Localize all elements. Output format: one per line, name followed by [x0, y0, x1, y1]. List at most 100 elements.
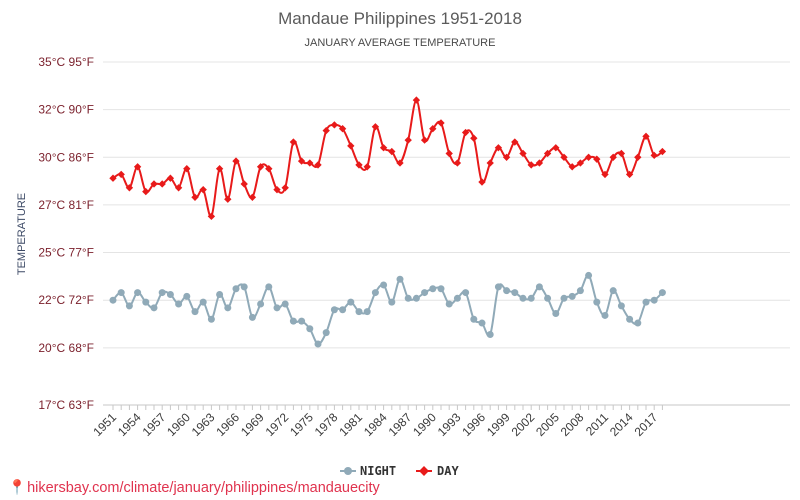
data-point-night[interactable]	[404, 294, 412, 302]
data-point-day[interactable]	[158, 180, 166, 188]
data-point-day[interactable]	[240, 180, 248, 188]
data-point-day[interactable]	[576, 159, 585, 167]
data-point-day[interactable]	[371, 123, 380, 131]
data-point-night[interactable]	[585, 271, 593, 279]
data-point-day[interactable]	[191, 193, 199, 201]
data-point-night[interactable]	[535, 283, 543, 291]
data-point-day[interactable]	[322, 126, 330, 135]
data-point-night[interactable]	[462, 289, 470, 297]
data-point-day[interactable]	[420, 136, 429, 144]
data-point-day[interactable]	[133, 163, 142, 171]
data-point-night[interactable]	[527, 294, 535, 302]
data-point-night[interactable]	[191, 308, 199, 316]
data-point-night[interactable]	[396, 275, 404, 283]
data-point-night[interactable]	[265, 283, 273, 291]
data-point-night[interactable]	[224, 304, 232, 312]
data-point-night[interactable]	[117, 289, 125, 297]
data-point-night[interactable]	[257, 300, 265, 308]
data-point-day[interactable]	[601, 170, 609, 179]
data-point-night[interactable]	[363, 308, 371, 316]
data-point-night[interactable]	[306, 325, 314, 333]
data-point-night[interactable]	[240, 283, 248, 291]
data-point-day[interactable]	[117, 170, 125, 179]
data-point-night[interactable]	[634, 319, 642, 327]
data-point-day[interactable]	[453, 159, 462, 167]
data-point-day[interactable]	[281, 184, 289, 192]
data-point-day[interactable]	[634, 153, 642, 161]
data-point-day[interactable]	[396, 159, 404, 167]
data-point-day[interactable]	[437, 119, 445, 127]
data-point-night[interactable]	[445, 300, 453, 308]
data-point-day[interactable]	[445, 149, 453, 158]
data-point-day[interactable]	[363, 163, 371, 171]
data-point-night[interactable]	[486, 330, 494, 338]
data-point-night[interactable]	[166, 290, 174, 298]
data-point-day[interactable]	[289, 138, 298, 146]
data-point-night[interactable]	[609, 287, 617, 295]
data-point-day[interactable]	[224, 195, 232, 203]
data-point-night[interactable]	[544, 294, 552, 302]
data-point-day[interactable]	[273, 185, 281, 194]
data-point-day[interactable]	[470, 134, 478, 142]
data-point-night[interactable]	[175, 300, 183, 308]
legend-item-day[interactable]: DAY	[416, 464, 459, 478]
data-point-night[interactable]	[158, 289, 166, 297]
data-point-night[interactable]	[388, 298, 396, 306]
data-point-day[interactable]	[552, 144, 560, 152]
data-point-day[interactable]	[338, 125, 347, 133]
data-point-night[interactable]	[593, 298, 601, 306]
data-point-night[interactable]	[421, 289, 429, 297]
data-point-night[interactable]	[125, 302, 133, 310]
data-point-day[interactable]	[478, 178, 486, 186]
data-point-night[interactable]	[412, 294, 420, 302]
data-point-night[interactable]	[289, 317, 297, 325]
data-point-day[interactable]	[650, 151, 658, 160]
data-point-night[interactable]	[478, 319, 486, 327]
data-point-day[interactable]	[625, 170, 634, 179]
data-point-day[interactable]	[609, 153, 617, 161]
data-point-night[interactable]	[560, 294, 568, 302]
data-point-night[interactable]	[470, 315, 478, 323]
data-point-day[interactable]	[256, 163, 265, 171]
data-point-day[interactable]	[658, 147, 667, 156]
data-point-night[interactable]	[429, 285, 437, 293]
data-point-night[interactable]	[134, 289, 142, 297]
data-point-day[interactable]	[642, 132, 650, 140]
data-point-day[interactable]	[568, 163, 576, 171]
data-point-night[interactable]	[371, 289, 379, 297]
data-point-night[interactable]	[322, 329, 330, 337]
data-point-night[interactable]	[232, 285, 240, 293]
data-point-day[interactable]	[330, 121, 339, 129]
data-point-night[interactable]	[568, 292, 576, 300]
data-point-night[interactable]	[207, 315, 215, 323]
data-point-night[interactable]	[314, 340, 322, 348]
data-point-day[interactable]	[535, 159, 544, 167]
data-point-night[interactable]	[519, 294, 527, 302]
data-point-night[interactable]	[281, 300, 289, 308]
data-point-day[interactable]	[347, 142, 355, 150]
data-point-night[interactable]	[453, 294, 461, 302]
data-point-night[interactable]	[511, 289, 519, 297]
data-point-night[interactable]	[142, 298, 150, 306]
data-point-night[interactable]	[601, 311, 609, 319]
data-point-night[interactable]	[576, 287, 584, 295]
data-point-night[interactable]	[650, 296, 658, 304]
data-point-day[interactable]	[109, 174, 117, 182]
data-point-day[interactable]	[461, 128, 470, 137]
data-point-night[interactable]	[617, 302, 625, 310]
source-link[interactable]: 📍hikersbay.com/climate/january/philippin…	[8, 479, 380, 496]
data-point-day[interactable]	[527, 161, 535, 169]
data-point-night[interactable]	[658, 289, 666, 297]
data-point-night[interactable]	[273, 304, 281, 312]
data-point-night[interactable]	[552, 310, 560, 318]
data-point-day[interactable]	[486, 159, 494, 167]
data-point-night[interactable]	[494, 283, 502, 291]
data-point-day[interactable]	[511, 138, 519, 146]
data-point-night[interactable]	[109, 296, 117, 304]
data-point-day[interactable]	[248, 193, 257, 201]
data-point-night[interactable]	[339, 306, 347, 314]
data-point-night[interactable]	[248, 313, 256, 321]
data-point-night[interactable]	[355, 308, 363, 316]
data-point-day[interactable]	[494, 144, 503, 152]
data-point-night[interactable]	[330, 306, 338, 314]
